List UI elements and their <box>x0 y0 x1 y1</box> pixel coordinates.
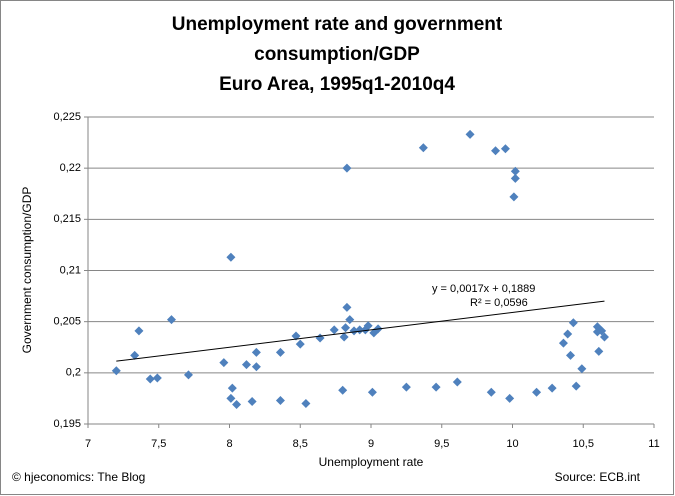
point <box>599 332 609 342</box>
point <box>134 326 144 336</box>
x-tick-label: 9 <box>368 438 374 450</box>
chart-title: Euro Area, 1995q1-2010q4 <box>219 74 455 95</box>
point <box>571 381 581 391</box>
point <box>465 129 475 139</box>
x-tick-label: 10,5 <box>573 438 594 450</box>
point <box>247 396 257 406</box>
point <box>452 377 462 387</box>
copyright: © hjeconomics: The Blog <box>12 470 145 484</box>
trendline <box>116 300 605 362</box>
trendline-equation: y = 0,0017x + 0,1889 <box>432 283 535 295</box>
point <box>251 347 261 357</box>
trendline-r2: R² = 0,0596 <box>470 297 528 309</box>
point <box>226 252 236 262</box>
point <box>563 329 573 339</box>
point <box>338 385 348 395</box>
source: Source: ECB.int <box>555 470 641 484</box>
point <box>594 346 604 356</box>
point <box>342 302 352 312</box>
point <box>510 166 520 176</box>
point <box>251 362 261 372</box>
y-tick-label: 0,205 <box>53 316 81 328</box>
x-axis-label: Unemployment rate <box>319 455 424 469</box>
y-tick-label: 0,195 <box>53 418 81 430</box>
point <box>291 331 301 341</box>
chart-title: consumption/GDP <box>254 44 420 65</box>
point <box>227 383 237 393</box>
point <box>566 350 576 360</box>
point <box>183 370 193 380</box>
point <box>363 321 373 331</box>
point <box>295 339 305 349</box>
x-tick-label: 10 <box>506 438 518 450</box>
point <box>152 373 162 383</box>
point <box>111 366 121 376</box>
point <box>342 163 352 173</box>
y-tick-label: 0,21 <box>60 264 81 276</box>
point <box>558 338 568 348</box>
point <box>500 144 510 154</box>
point <box>339 332 349 342</box>
point <box>401 382 411 392</box>
point <box>241 360 251 370</box>
y-tick-label: 0,215 <box>53 213 81 225</box>
point <box>219 358 229 368</box>
x-tick-label: 8 <box>226 438 232 450</box>
point <box>367 387 377 397</box>
y-tick-label: 0,2 <box>66 367 81 379</box>
y-axis-label: Government consumption/GDP <box>20 187 34 354</box>
point <box>355 325 365 335</box>
point <box>349 326 359 336</box>
point <box>341 323 351 333</box>
point <box>431 382 441 392</box>
point <box>547 383 557 393</box>
point <box>510 173 520 183</box>
point <box>275 395 285 405</box>
point <box>491 146 501 156</box>
point <box>509 192 519 202</box>
point <box>505 393 515 403</box>
y-tick-label: 0,22 <box>60 162 81 174</box>
x-tick-label: 9,5 <box>434 438 449 450</box>
point <box>130 350 140 360</box>
chart-title: Unemployment rate and government <box>172 14 503 35</box>
point <box>226 393 236 403</box>
point <box>486 387 496 397</box>
x-tick-label: 7,5 <box>151 438 166 450</box>
point <box>329 325 339 335</box>
point <box>275 347 285 357</box>
point <box>568 318 578 328</box>
point <box>418 143 428 153</box>
point <box>145 374 155 384</box>
point <box>301 399 311 409</box>
point <box>345 315 355 325</box>
point <box>232 400 242 410</box>
x-tick-label: 11 <box>648 438 659 450</box>
point <box>166 315 176 325</box>
point <box>577 364 587 374</box>
x-tick-label: 7 <box>85 438 91 450</box>
x-tick-label: 8,5 <box>293 438 308 450</box>
y-tick-label: 0,225 <box>53 111 81 123</box>
point <box>532 387 542 397</box>
